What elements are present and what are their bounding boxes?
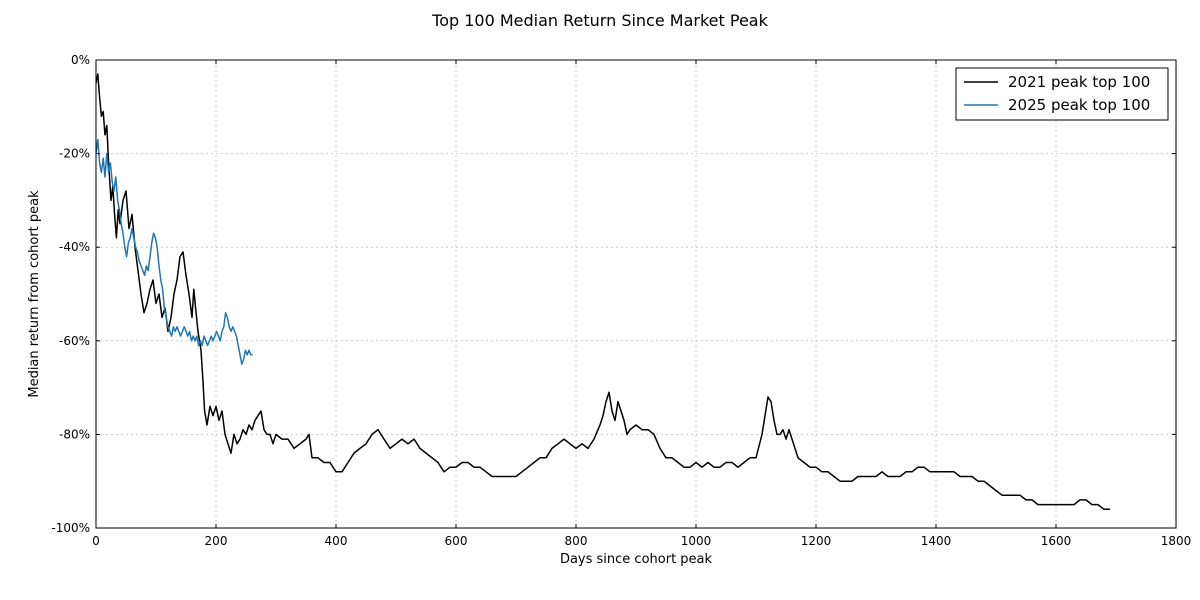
legend-label-2025: 2025 peak top 100 bbox=[1008, 96, 1150, 114]
legend-box bbox=[955, 67, 1169, 121]
x-axis-label: Days since cohort peak bbox=[560, 552, 713, 567]
series-layer bbox=[95, 73, 1110, 511]
x-tick-label: 200 bbox=[205, 534, 228, 548]
x-tick-label: 400 bbox=[325, 534, 348, 548]
y-tick-label: -80% bbox=[59, 427, 90, 441]
y-axis: 0% -20% -40% -60% -80% -100% bbox=[51, 53, 1176, 535]
x-tick-label: 0 bbox=[92, 534, 100, 548]
y-tick-label: -40% bbox=[59, 240, 90, 254]
x-tick-label: 1800 bbox=[1161, 534, 1192, 548]
x-tick-label: 1400 bbox=[921, 534, 952, 548]
y-axis-label: Median return from cohort peak bbox=[27, 190, 42, 398]
y-tick-label: -20% bbox=[59, 147, 90, 161]
plot-frame bbox=[95, 59, 1177, 529]
y-tick-label: 0% bbox=[71, 53, 90, 67]
x-axis: 0 200 400 600 800 1000 1200 1400 1600 1800 bbox=[92, 60, 1191, 548]
x-tick-label: 1000 bbox=[681, 534, 712, 548]
x-tick-label: 1600 bbox=[1041, 534, 1072, 548]
y-tick-label: -100% bbox=[51, 521, 90, 535]
series-line-0 bbox=[95, 73, 1110, 511]
series-line-1 bbox=[95, 138, 253, 365]
legend: 2021 peak top 100 2025 peak top 100 bbox=[955, 67, 1169, 121]
grid bbox=[95, 59, 1177, 529]
y-tick-label: -60% bbox=[59, 334, 90, 348]
x-tick-label: 1200 bbox=[801, 534, 832, 548]
legend-label-2021: 2021 peak top 100 bbox=[1008, 73, 1150, 91]
chart-title: Top 100 Median Return Since Market Peak bbox=[431, 11, 768, 30]
x-tick-label: 600 bbox=[445, 534, 468, 548]
x-tick-label: 800 bbox=[565, 534, 588, 548]
